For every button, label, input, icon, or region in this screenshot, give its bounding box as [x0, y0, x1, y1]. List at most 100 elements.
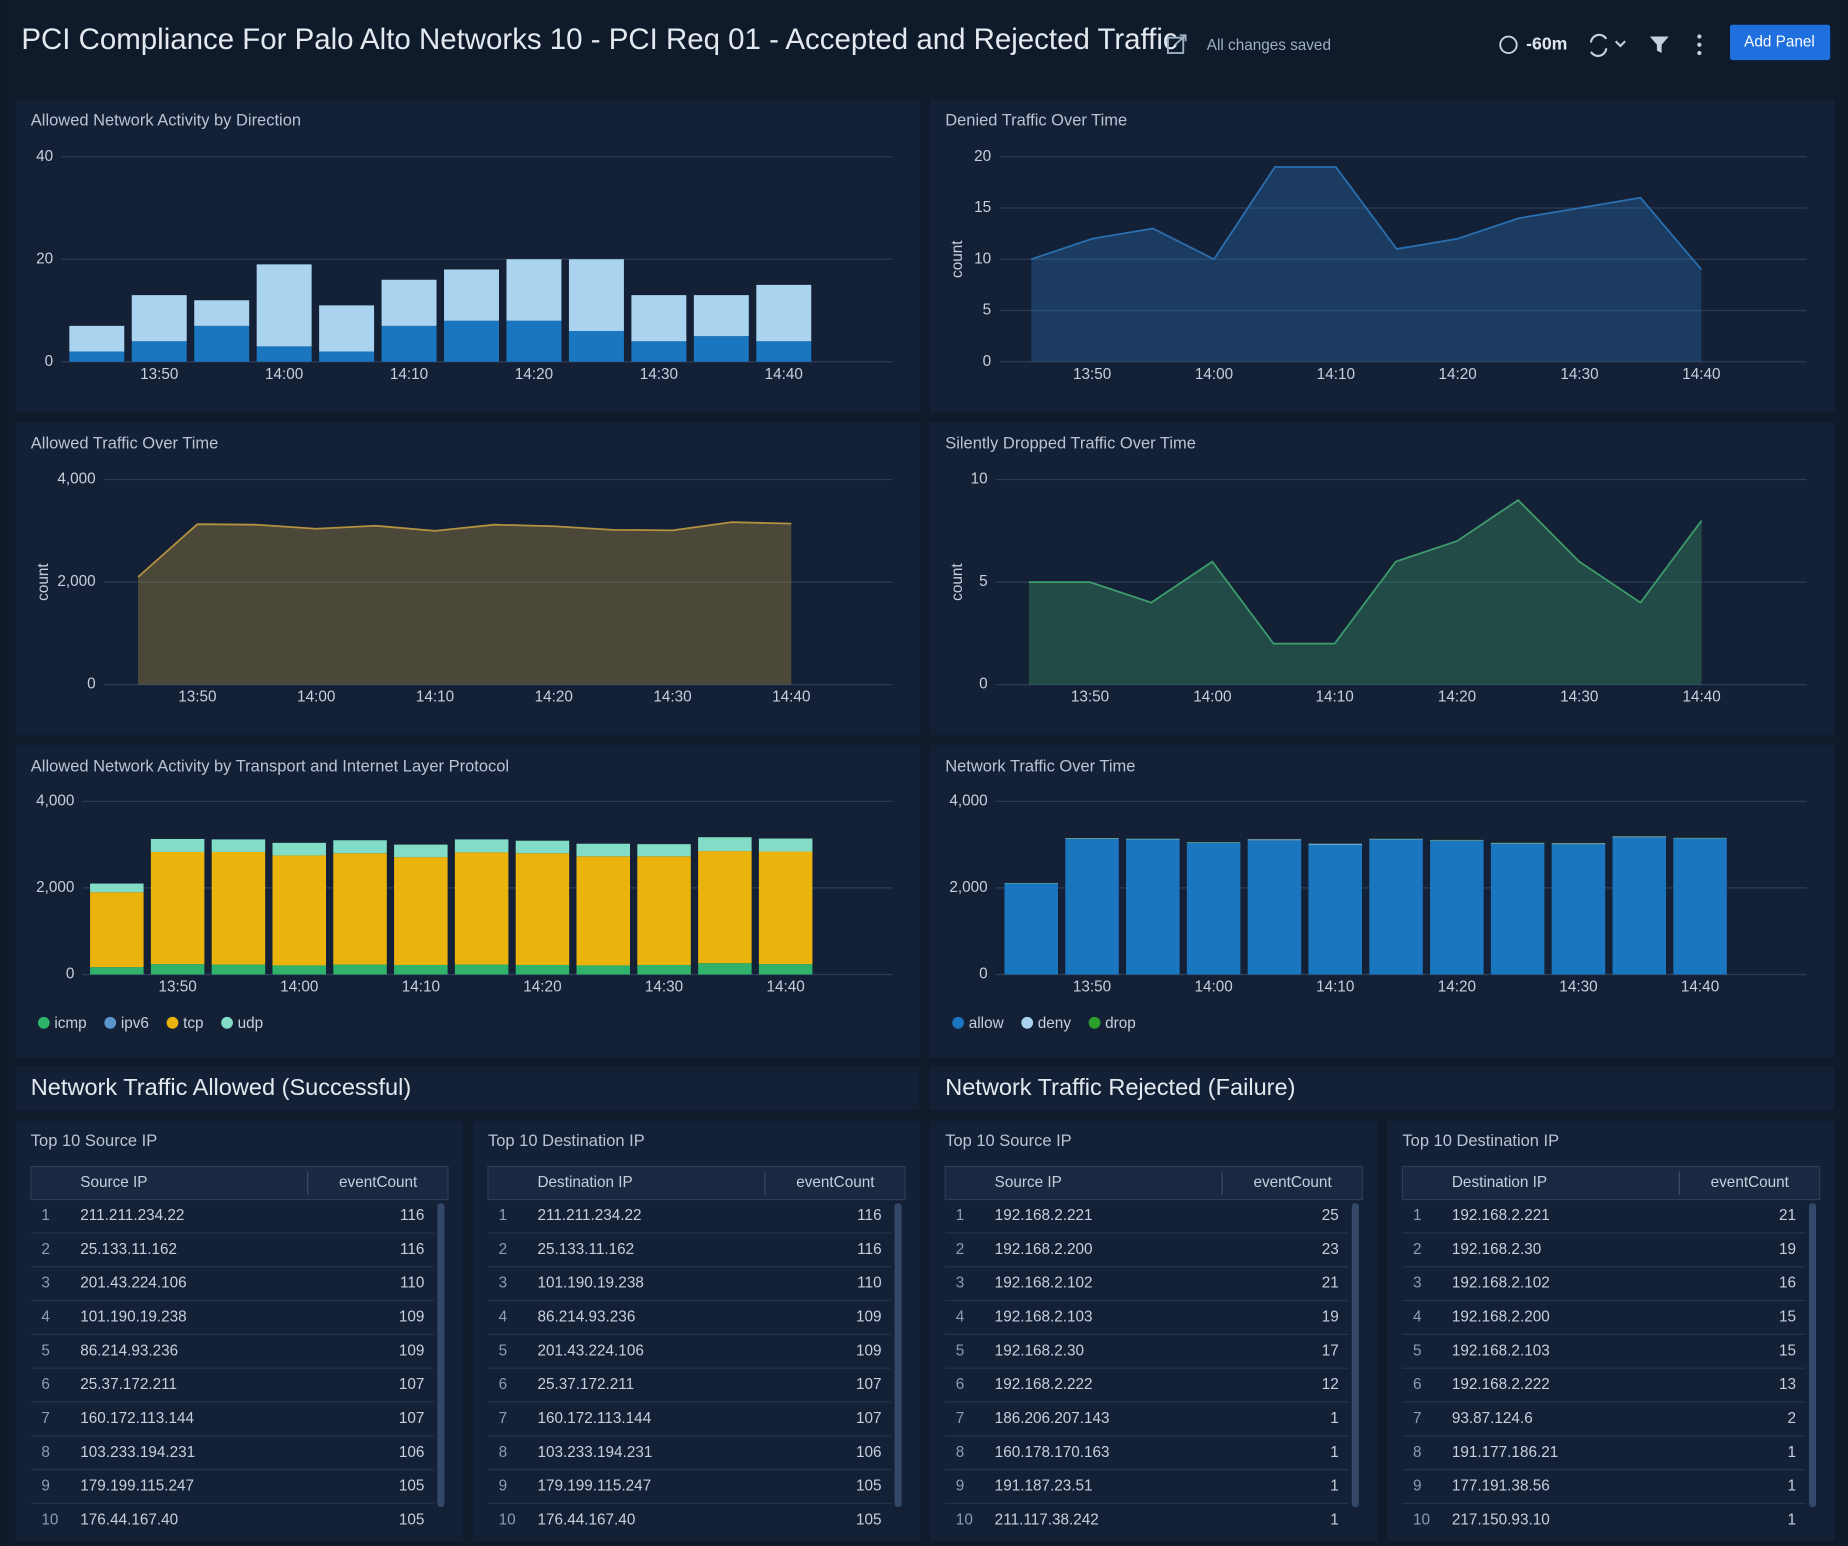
bar-segment	[693, 336, 749, 362]
section-panel	[15, 1066, 920, 1111]
bar-segment	[506, 259, 562, 321]
cell: 201.43.224.106	[538, 1342, 644, 1359]
legend-swatch	[1021, 1016, 1034, 1029]
row-index: 2	[499, 1241, 508, 1258]
legend-swatch	[104, 1016, 117, 1029]
cell: 107	[399, 1376, 425, 1393]
cell: 192.168.2.102	[1452, 1275, 1550, 1292]
add-panel-label[interactable]: Add Panel	[1744, 33, 1815, 50]
row-index: 7	[499, 1410, 508, 1427]
bar-segment	[1126, 839, 1180, 975]
bar-segment	[454, 839, 509, 853]
bar-segment	[576, 856, 631, 966]
cell: 110	[400, 1275, 424, 1292]
x-tick-label: 14:00	[280, 979, 318, 996]
bar-segment	[637, 964, 691, 975]
cell: 15	[1779, 1309, 1796, 1326]
row-index: 4	[41, 1309, 50, 1326]
bar-segment	[693, 295, 749, 337]
bar-segment	[631, 341, 687, 362]
x-tick-label: 14:00	[265, 366, 303, 383]
time-range[interactable]: -60m	[1526, 33, 1567, 53]
bar-segment	[698, 837, 752, 852]
menu-icon[interactable]	[1697, 34, 1702, 56]
legend-swatch	[952, 1016, 965, 1029]
y-tick-label: 0	[983, 353, 992, 370]
share-icon[interactable]	[1166, 34, 1187, 54]
cell: 192.168.2.30	[995, 1342, 1084, 1359]
cell: 192.168.2.103	[995, 1309, 1093, 1326]
cell: 109	[399, 1342, 425, 1359]
x-tick-label: 14:00	[1195, 366, 1233, 383]
x-tick-label: 14:30	[645, 979, 683, 996]
cell: 116	[857, 1207, 881, 1224]
bar-segment	[568, 259, 624, 331]
row-index: 3	[956, 1275, 965, 1292]
clock-icon[interactable]	[1499, 35, 1518, 54]
row-index: 9	[41, 1478, 50, 1495]
legend-label: icmp	[54, 1015, 86, 1032]
row-index: 4	[1413, 1309, 1422, 1326]
cell: 1	[1787, 1478, 1796, 1495]
bar-segment	[333, 964, 387, 975]
table-header	[1401, 1165, 1821, 1201]
bar-segment	[576, 843, 631, 857]
bar-segment	[272, 842, 326, 856]
cell: 192.168.2.221	[1452, 1207, 1550, 1224]
dashboard-title: PCI Compliance For Palo Alto Networks 10…	[21, 23, 1177, 56]
table-body: 1 211.211.234.22 116 2 25.133.11.162 116 3 101.…	[488, 1207, 892, 1528]
cell: 12	[1322, 1376, 1339, 1393]
bar-segment	[444, 269, 499, 321]
bar-segment	[194, 300, 250, 326]
bar-segment	[1430, 840, 1484, 975]
cell: 110	[857, 1275, 881, 1292]
bar-segment	[90, 967, 144, 975]
bar-segment	[381, 279, 437, 326]
x-tick-label: 13:50	[140, 366, 178, 383]
x-tick-label: 14:10	[1316, 689, 1354, 706]
area-line	[1030, 166, 1703, 271]
bar-segment	[758, 964, 813, 975]
filter-icon[interactable]	[1649, 36, 1669, 54]
cell: 21	[1322, 1275, 1339, 1292]
panel	[15, 421, 921, 736]
cell: 86.214.93.236	[80, 1342, 178, 1359]
area-fill	[138, 522, 792, 685]
cell: 103.233.194.231	[80, 1444, 195, 1461]
row-index: 2	[41, 1241, 50, 1258]
x-tick-label: 14:40	[1682, 689, 1720, 706]
scrollbar	[1351, 1203, 1359, 1508]
add-panel-button[interactable]	[1729, 24, 1831, 61]
cell: 160.172.113.144	[538, 1410, 652, 1427]
row-index: 7	[41, 1410, 50, 1427]
area-fill	[1028, 500, 1702, 685]
row-index: 9	[1413, 1478, 1422, 1495]
cell: 107	[856, 1410, 882, 1427]
panel	[929, 98, 1835, 413]
cell: 192.168.2.102	[995, 1275, 1093, 1292]
bar-segment	[1612, 837, 1667, 975]
x-tick-label: 14:20	[535, 689, 573, 706]
cell: 101.190.19.238	[538, 1275, 644, 1292]
table-header	[487, 1165, 906, 1201]
y-axis-label: count	[949, 240, 966, 278]
y-tick-label: 5	[983, 302, 992, 319]
bar-segment	[1612, 836, 1667, 838]
x-tick-label: 13:50	[1073, 366, 1111, 383]
y-tick-label: 0	[66, 966, 75, 983]
x-tick-label: 14:30	[640, 366, 678, 383]
chart-title: Network Traffic Over Time	[945, 757, 1135, 775]
cell: 105	[399, 1478, 425, 1495]
bar-segment	[333, 853, 387, 965]
bar-segment	[568, 330, 624, 362]
cell: 106	[856, 1444, 882, 1461]
bar-segment	[1065, 838, 1119, 839]
x-tick-label: 14:30	[1560, 366, 1598, 383]
bar-segment	[444, 320, 499, 362]
chart-title: Allowed Network Activity by Direction	[31, 112, 301, 130]
row-index: 1	[956, 1207, 965, 1224]
cell: 25.133.11.162	[538, 1241, 635, 1258]
bar-segment	[256, 346, 312, 362]
refresh-icon[interactable]	[1589, 33, 1626, 57]
bar-segment	[194, 325, 250, 362]
